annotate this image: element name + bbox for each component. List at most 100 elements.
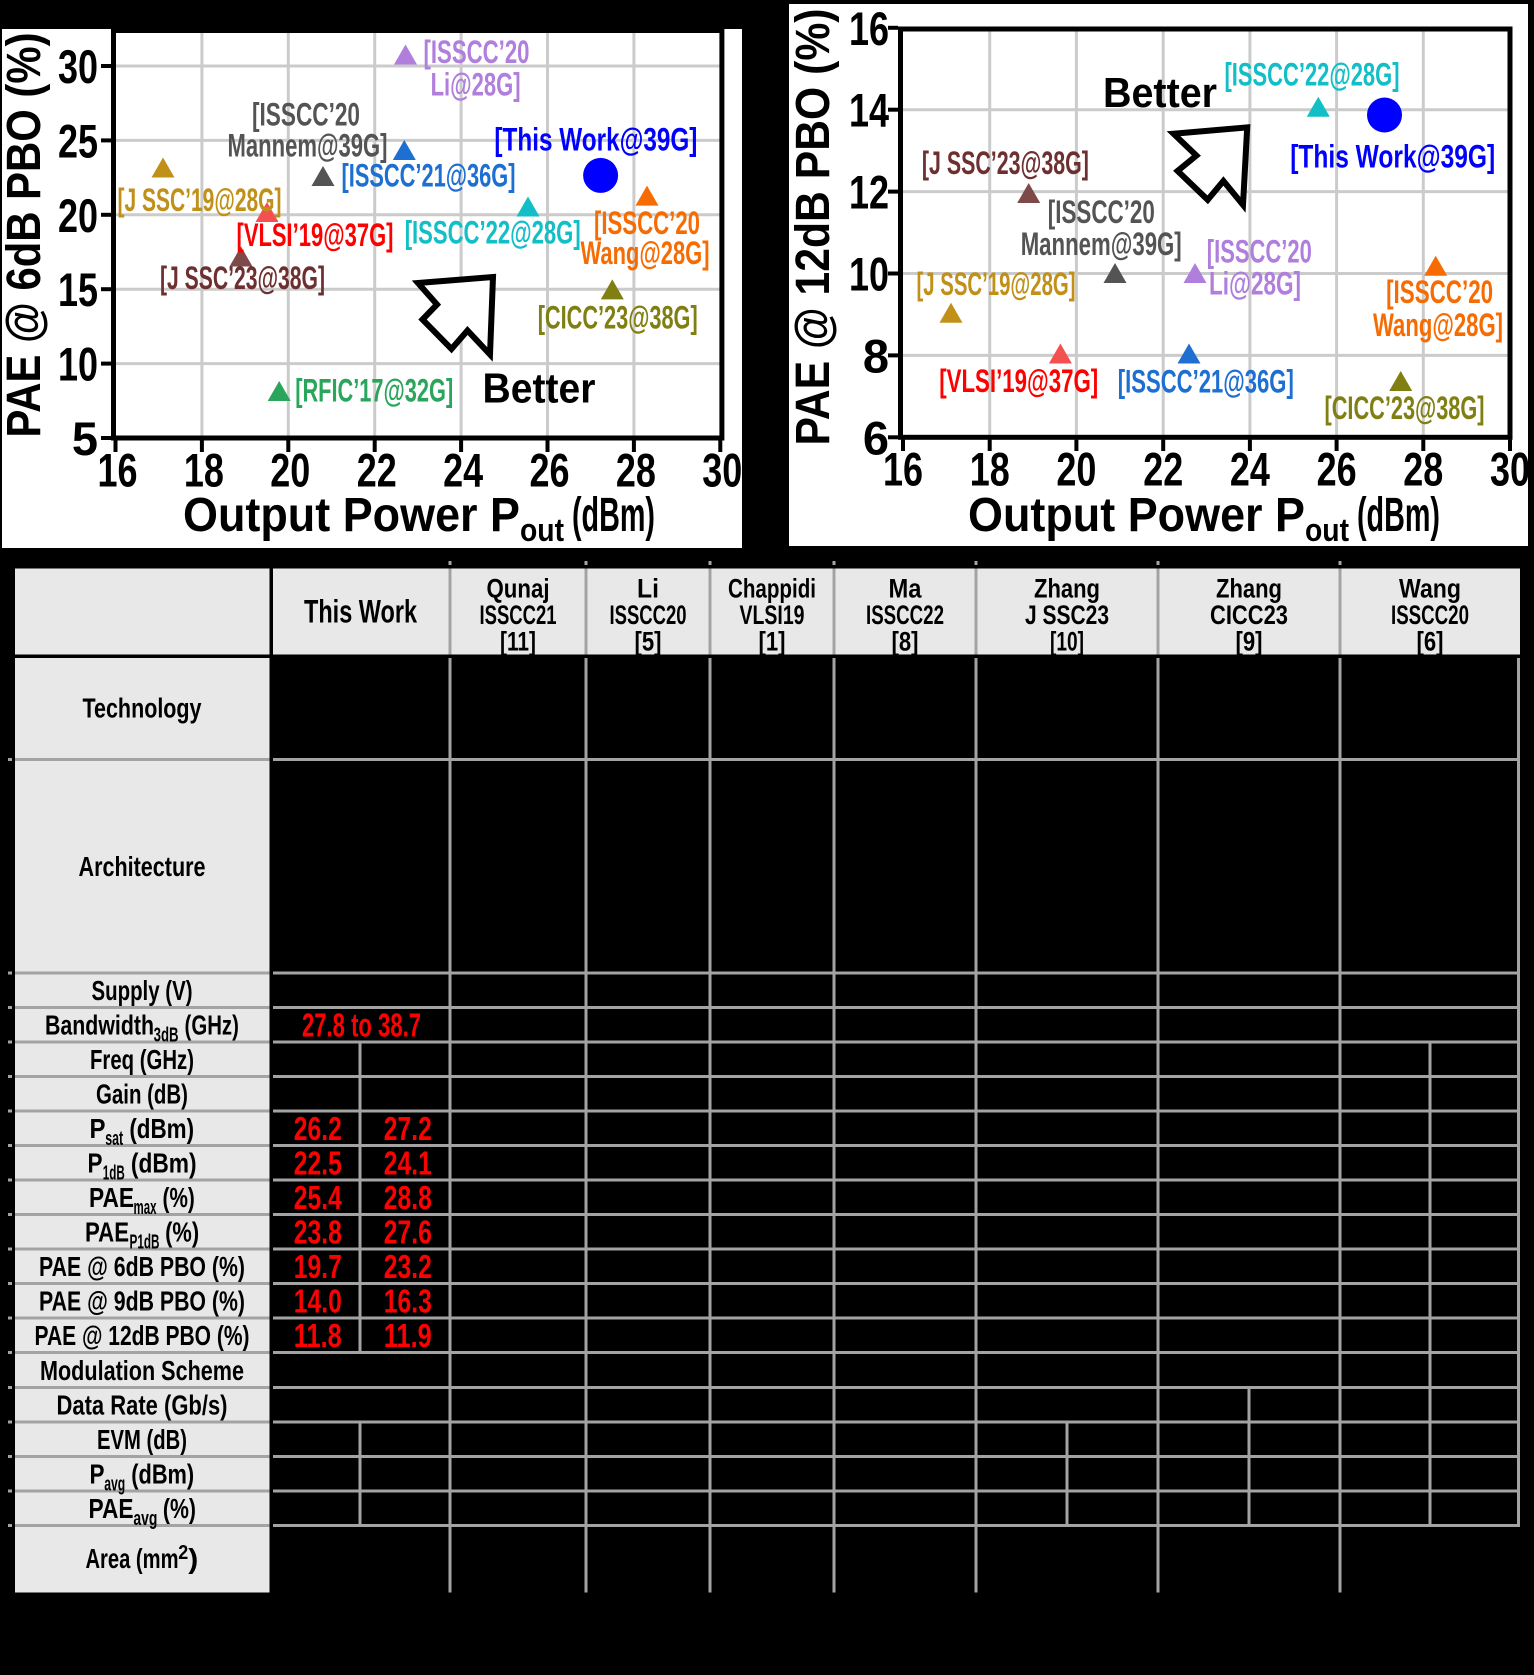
- svg-text:26.2: 26.2: [294, 1110, 342, 1147]
- svg-text:Li@28G]: Li@28G]: [1209, 266, 1301, 302]
- svg-text:CICC23: CICC23: [1210, 600, 1288, 630]
- svg-text:16: 16: [98, 444, 138, 497]
- svg-text:25: 25: [58, 114, 98, 167]
- svg-text:26: 26: [530, 444, 570, 497]
- svg-text:20: 20: [1056, 443, 1096, 496]
- svg-text:ISSCC20: ISSCC20: [610, 600, 687, 630]
- svg-text:[10]: [10]: [1050, 627, 1084, 657]
- svg-text:12: 12: [849, 166, 889, 219]
- svg-text:Architecture: Architecture: [79, 851, 206, 882]
- svg-text:PAEavg (%): PAEavg (%): [89, 1493, 197, 1530]
- svg-text:VLSI19: VLSI19: [740, 600, 805, 630]
- svg-text:20: 20: [58, 189, 98, 242]
- svg-text:PAEmax (%): PAEmax (%): [89, 1182, 195, 1219]
- svg-text:Psat (dBm): Psat (dBm): [90, 1113, 195, 1150]
- svg-text:8: 8: [863, 329, 889, 382]
- svg-text:Chappidi: Chappidi: [728, 574, 816, 604]
- svg-text:16: 16: [883, 443, 923, 496]
- svg-text:Mannem@39G]: Mannem@39G]: [1021, 226, 1182, 262]
- svg-text:Technology: Technology: [83, 693, 202, 724]
- svg-text:ISSCC20: ISSCC20: [1391, 600, 1469, 630]
- svg-text:PAE @ 9dB PBO (%): PAE @ 9dB PBO (%): [39, 1286, 245, 1317]
- svg-text:[8]: [8]: [892, 627, 919, 657]
- svg-text:Output Power Pout (dBm): Output Power Pout (dBm): [968, 489, 1440, 548]
- svg-text:Output Power Pout (dBm): Output Power Pout (dBm): [183, 489, 655, 548]
- svg-text:20: 20: [270, 444, 310, 497]
- svg-text:PAE @ 6dB PBO (%): PAE @ 6dB PBO (%): [39, 1251, 245, 1282]
- svg-text:18: 18: [184, 444, 224, 497]
- svg-text:Modulation Scheme: Modulation Scheme: [40, 1355, 244, 1386]
- svg-text:P1dB (dBm): P1dB (dBm): [88, 1148, 197, 1185]
- svg-text:[This Work@39G]: [This Work@39G]: [494, 122, 697, 158]
- svg-text:22: 22: [357, 444, 397, 497]
- svg-text:Better: Better: [483, 365, 596, 412]
- svg-text:ISSCC21: ISSCC21: [480, 600, 557, 630]
- svg-text:28: 28: [616, 444, 656, 497]
- svg-text:28.8: 28.8: [384, 1179, 432, 1216]
- svg-text:[ISSCC’20: [ISSCC’20: [252, 97, 360, 133]
- svg-text:This Work: This Work: [304, 594, 417, 630]
- svg-text:Pavg (dBm): Pavg (dBm): [90, 1458, 195, 1495]
- svg-text:30: 30: [58, 40, 98, 93]
- svg-text:14.0: 14.0: [294, 1283, 342, 1320]
- svg-text:[ISSCC’20: [ISSCC’20: [424, 34, 530, 70]
- svg-text:30: 30: [1490, 443, 1530, 496]
- svg-text:[ISSCC’21@36G]: [ISSCC’21@36G]: [1118, 364, 1294, 400]
- svg-text:[VLSI’19@37G]: [VLSI’19@37G]: [237, 217, 394, 253]
- svg-text:Bandwidth3dB (GHz): Bandwidth3dB (GHz): [45, 1009, 239, 1046]
- svg-text:30: 30: [702, 444, 742, 497]
- svg-text:Mannem@39G]: Mannem@39G]: [228, 128, 388, 164]
- svg-text:5: 5: [72, 412, 98, 465]
- svg-text:[ISSCC’20: [ISSCC’20: [1207, 234, 1312, 270]
- svg-text:27.2: 27.2: [384, 1110, 432, 1147]
- svg-text:19.7: 19.7: [294, 1248, 342, 1285]
- svg-text:15: 15: [58, 263, 98, 316]
- svg-text:[J SSC’23@38G]: [J SSC’23@38G]: [160, 260, 325, 296]
- svg-text:EVM (dB): EVM (dB): [97, 1424, 187, 1455]
- svg-text:Supply (V): Supply (V): [92, 975, 193, 1006]
- svg-text:[VLSI’19@37G]: [VLSI’19@37G]: [939, 363, 1098, 399]
- svg-text:[5]: [5]: [635, 627, 662, 657]
- svg-text:16.3: 16.3: [384, 1283, 432, 1320]
- svg-text:[CICC’23@38G]: [CICC’23@38G]: [538, 300, 698, 336]
- svg-text:Wang@28G]: Wang@28G]: [581, 235, 710, 271]
- svg-text:PAE @ 6dB PBO (%): PAE @ 6dB PBO (%): [0, 33, 51, 438]
- svg-text:[ISSCC’22@28G]: [ISSCC’22@28G]: [405, 215, 581, 251]
- svg-text:[J SSC’19@28G]: [J SSC’19@28G]: [917, 266, 1076, 302]
- svg-text:[J SSC’19@28G]: [J SSC’19@28G]: [118, 182, 282, 218]
- svg-text:6: 6: [863, 411, 889, 464]
- svg-text:Better: Better: [1103, 69, 1217, 116]
- svg-text:Zhang: Zhang: [1216, 574, 1282, 604]
- svg-text:11.9: 11.9: [384, 1317, 432, 1354]
- svg-text:[ISSCC’20: [ISSCC’20: [594, 205, 700, 241]
- svg-text:[ISSCC’21@36G]: [ISSCC’21@36G]: [342, 158, 516, 194]
- svg-text:[ISSCC’22@28G]: [ISSCC’22@28G]: [1225, 57, 1400, 93]
- svg-text:[9]: [9]: [1236, 627, 1263, 657]
- svg-text:24: 24: [1230, 443, 1270, 496]
- svg-text:ISSCC22: ISSCC22: [866, 600, 944, 630]
- svg-text:PAE @ 12dB PBO (%): PAE @ 12dB PBO (%): [35, 1320, 250, 1351]
- svg-text:27.8 to 38.7: 27.8 to 38.7: [302, 1007, 421, 1044]
- svg-text:Zhang: Zhang: [1034, 574, 1100, 604]
- svg-text:PAE @ 12dB PBO (%): PAE @ 12dB PBO (%): [787, 9, 840, 446]
- svg-text:[RFIC’17@32G]: [RFIC’17@32G]: [295, 373, 453, 409]
- svg-text:23.8: 23.8: [294, 1214, 342, 1251]
- svg-text:10: 10: [58, 338, 98, 391]
- svg-text:[1]: [1]: [759, 627, 786, 657]
- svg-text:16: 16: [849, 2, 889, 55]
- svg-text:Li@28G]: Li@28G]: [431, 67, 521, 103]
- svg-text:[This Work@39G]: [This Work@39G]: [1290, 139, 1495, 175]
- svg-text:Qunaj: Qunaj: [487, 574, 550, 604]
- svg-text:18: 18: [970, 443, 1010, 496]
- svg-text:[ISSCC’20: [ISSCC’20: [1386, 274, 1493, 310]
- svg-text:[6]: [6]: [1417, 627, 1444, 657]
- svg-text:Ma: Ma: [889, 574, 923, 604]
- svg-text:[11]: [11]: [500, 627, 536, 657]
- svg-text:Gain (dB): Gain (dB): [96, 1079, 188, 1110]
- svg-text:Wang@28G]: Wang@28G]: [1373, 307, 1503, 343]
- svg-text:22: 22: [1143, 443, 1183, 496]
- svg-text:Data Rate (Gb/s): Data Rate (Gb/s): [57, 1389, 228, 1420]
- svg-text:Li: Li: [637, 574, 659, 604]
- svg-text:24: 24: [443, 444, 483, 497]
- svg-text:24.1: 24.1: [384, 1145, 432, 1182]
